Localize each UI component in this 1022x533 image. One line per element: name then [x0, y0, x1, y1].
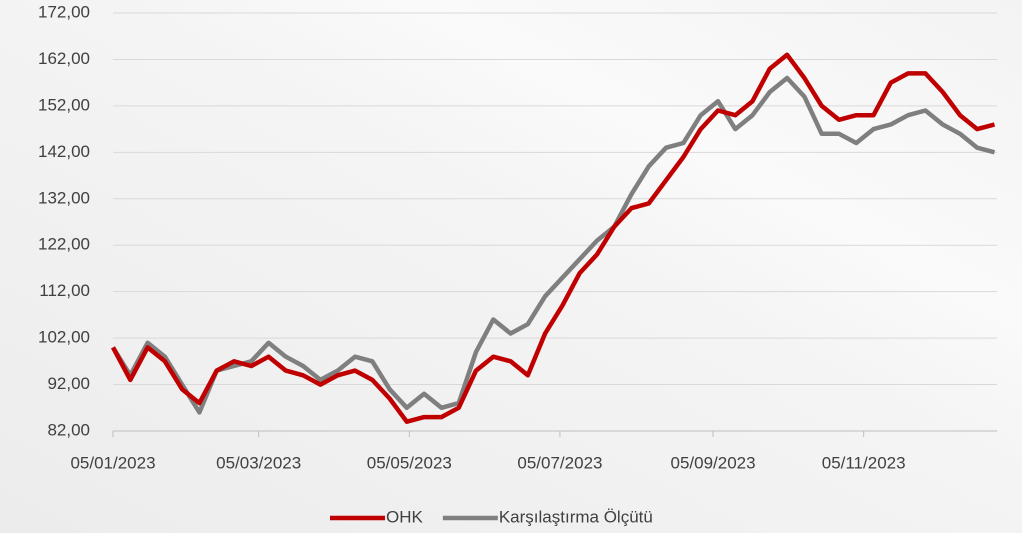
legend-label: Karşılaştırma Ölçütü — [499, 507, 653, 526]
x-tick-label: 05/09/2023 — [670, 453, 755, 472]
series-line — [111, 75, 996, 415]
y-tick-label: 82,00 — [47, 420, 90, 439]
y-tick-label: 172,00 — [38, 2, 90, 21]
y-tick-label: 132,00 — [38, 188, 90, 207]
x-tick-label: 05/01/2023 — [70, 453, 155, 472]
y-tick-label: 92,00 — [47, 374, 90, 393]
y-tick-label: 102,00 — [38, 328, 90, 347]
y-tick-label: 142,00 — [38, 142, 90, 161]
y-tick-label: 152,00 — [38, 95, 90, 114]
y-tick-label: 122,00 — [38, 235, 90, 254]
x-tick-label: 05/03/2023 — [216, 453, 301, 472]
y-tick-label: 112,00 — [39, 281, 90, 300]
x-tick-label: 05/11/2023 — [822, 453, 906, 472]
legend-label: OHK — [386, 507, 424, 526]
x-tick-label: 05/07/2023 — [517, 453, 602, 472]
y-tick-label: 162,00 — [38, 49, 90, 68]
x-tick-label: 05/05/2023 — [367, 453, 452, 472]
series-line — [111, 52, 996, 424]
